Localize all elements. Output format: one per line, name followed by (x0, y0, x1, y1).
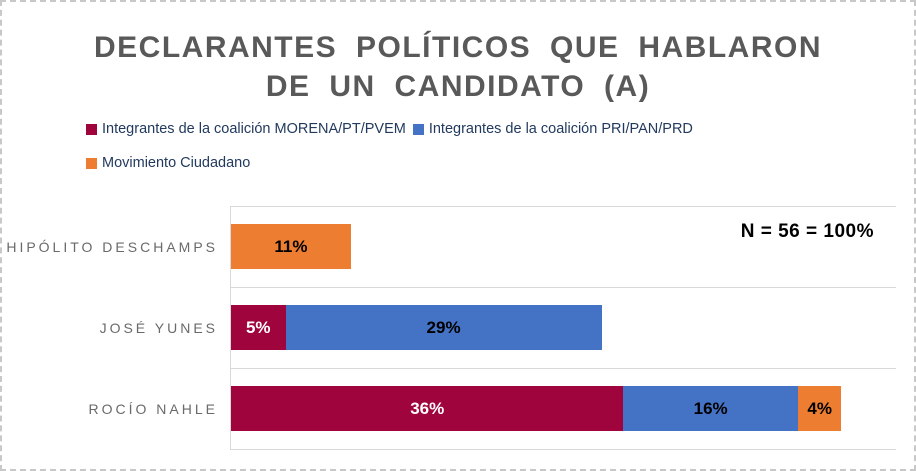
bar-segment: 16% (623, 386, 798, 431)
bar-segment: 29% (285, 305, 602, 350)
stacked-bar: 5% 29% (231, 305, 896, 350)
legend-label-pri-pan-prd: Integrantes de la coalición PRI/PAN/PRD (428, 121, 693, 137)
legend-swatch-morena-pt-pvem (86, 123, 97, 135)
category-band: 5% 29% (231, 287, 896, 368)
bar-segment: 11% (231, 224, 351, 269)
legend-item-movimiento-ciudadano: Movimiento Ciudadano (86, 155, 250, 171)
category-label: HIPÓLITO DESCHAMPS (6, 238, 218, 255)
category-band: 36% 16% 4% (231, 368, 896, 449)
chart-legend: Integrantes de la coalición MORENA/PT/PV… (86, 120, 700, 188)
chart-title-line-1: DECLARANTES POLÍTICOS QUE HABLARON (93, 31, 822, 64)
legend-swatch-movimiento-ciudadano (86, 157, 97, 169)
plot-area: 11% 5% 29% 36% 16% 4% (230, 206, 896, 450)
legend-label-morena-pt-pvem: Integrantes de la coalición MORENA/PT/PV… (102, 121, 406, 137)
bar-segment: 4% (797, 386, 842, 431)
legend-label-movimiento-ciudadano: Movimiento Ciudadano (102, 155, 251, 171)
category-band: 11% (231, 206, 896, 287)
chart-title-line-2: DE UN CANDIDATO (A) (265, 70, 651, 103)
bar-segment: 36% (231, 386, 624, 431)
legend-item-pri-pan-prd: Integrantes de la coalición PRI/PAN/PRD (412, 121, 693, 137)
legend-item-morena-pt-pvem: Integrantes de la coalición MORENA/PT/PV… (86, 121, 406, 137)
legend-row-2: Movimiento Ciudadano (86, 154, 700, 172)
chart-title: DECLARANTES POLÍTICOS QUE HABLARON DE UN… (2, 28, 914, 106)
category-label: JOSÉ YUNES (99, 319, 218, 336)
stacked-bar: 36% 16% 4% (231, 386, 896, 431)
category-axis: HIPÓLITO DESCHAMPS JOSÉ YUNES ROCÍO NAHLE (2, 206, 218, 449)
stacked-bar: 11% (231, 224, 896, 269)
bar-segment: 5% (231, 305, 286, 350)
sample-size-annotation: N = 56 = 100% (740, 221, 874, 242)
legend-row-1: Integrantes de la coalición MORENA/PT/PV… (86, 120, 700, 138)
category-label: ROCÍO NAHLE (88, 400, 218, 417)
legend-swatch-pri-pan-prd (412, 123, 424, 135)
